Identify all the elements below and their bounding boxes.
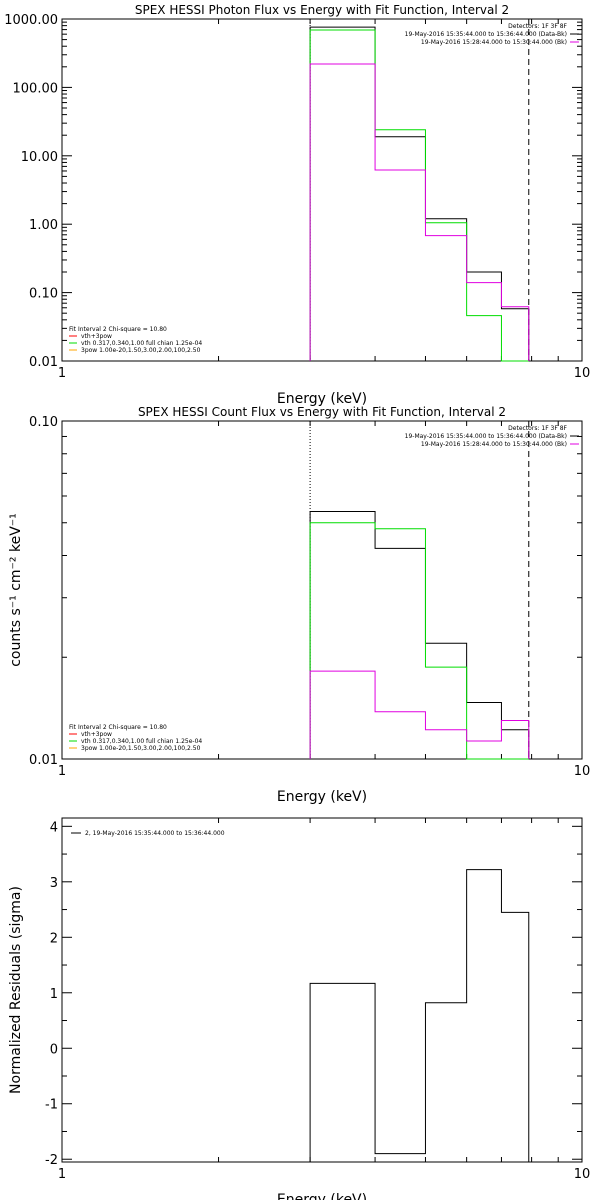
y-tick-label: 3 xyxy=(50,876,58,891)
legend-tr-entry: Detectors: 1F 3F 8F xyxy=(508,23,567,30)
plot-frame xyxy=(61,817,583,1163)
x-tick-label: 10 xyxy=(574,366,591,381)
plot-frame xyxy=(61,420,583,760)
chart-panel-2: SPEX HESSI Count Flux vs Energy with Fit… xyxy=(8,405,590,805)
legend-bl-entry: Fit Interval 2 Chi-square = 10.80 xyxy=(69,326,167,333)
y-tick-label: 4 xyxy=(50,820,58,835)
y-axis: 0.10 0.01 counts s⁻¹ cm⁻² keV⁻¹ xyxy=(8,415,582,768)
legend-tr-entry: 19-May-2016 15:28:44.000 to 15:30:44.000… xyxy=(421,441,567,448)
x-tick-label: 10 xyxy=(574,1167,591,1182)
legend-bl-entry: vth+3pow xyxy=(81,333,112,340)
x-tick-label: 1 xyxy=(58,1167,66,1182)
series-3-line xyxy=(309,670,530,759)
series-2-line xyxy=(309,522,529,760)
legend-bl-entry: 3pow 1.00e-20,1.50,3.00,2.00,100,2.50 xyxy=(81,347,201,354)
series-2-line xyxy=(309,29,529,362)
y-tick-label: 2 xyxy=(50,931,58,946)
x-axis-label: Energy (keV) xyxy=(277,1192,367,1200)
x-tick-label: 10 xyxy=(574,764,591,779)
y-tick-label: 100.00 xyxy=(13,81,59,96)
legend-tr-entry: 19-May-2016 15:28:44.000 to 15:30:44.000… xyxy=(421,39,567,46)
x-tick-label: 1 xyxy=(58,764,66,779)
y-axis-label: Normalized Residuals (sigma) xyxy=(8,886,24,1094)
legend-tr-entry: 19-May-2016 15:35:44.000 to 15:36:44.000… xyxy=(405,433,567,440)
chart-title: SPEX HESSI Photon Flux vs Energy with Fi… xyxy=(135,3,509,17)
legend-tr-entry: 19-May-2016 15:35:44.000 to 15:36:44.000… xyxy=(405,31,567,38)
y-tick-label: 0.01 xyxy=(29,355,58,370)
y-tick-label: 1 xyxy=(50,987,58,1002)
y-tick-label: 0 xyxy=(50,1042,58,1057)
x-axis-label: Energy (keV) xyxy=(277,789,367,805)
y-tick-label: 0.10 xyxy=(29,287,58,302)
y-axis: 1000.00 100.00 10.00 1.00 0.10 0.01 xyxy=(4,13,582,370)
legend-bl-entry: vth 0.317,0.340,1.00 full chian 1.25e-04 xyxy=(81,738,202,745)
chart-title: SPEX HESSI Count Flux vs Energy with Fit… xyxy=(138,405,506,419)
x-axis: 1 10 Energy (keV) xyxy=(58,818,591,1204)
chart-panel-1: SPEX HESSI Photon Flux vs Energy with Fi… xyxy=(4,3,590,407)
legend-bl-entry: vth+3pow xyxy=(81,731,112,738)
series-3-line xyxy=(309,63,530,361)
y-tick-label: 1.00 xyxy=(29,218,58,233)
y-tick-label: 10.00 xyxy=(21,150,58,165)
y-axis-label: counts s⁻¹ cm⁻² keV⁻¹ xyxy=(8,513,24,667)
y-tick-label: -2 xyxy=(45,1153,58,1168)
y-tick-label: 0.10 xyxy=(29,415,58,430)
y-axis: 4 3 2 1 0 -1 -2 Normalized Residuals (sigma) xyxy=(8,820,582,1168)
y-tick-label: 1000.00 xyxy=(4,13,58,28)
x-tick-label: 1 xyxy=(58,366,66,381)
x-axis-label: Energy (keV) xyxy=(277,391,367,407)
series-1-line xyxy=(309,510,530,759)
legend-bl-entry: Fit Interval 2 Chi-square = 10.80 xyxy=(69,724,167,731)
series-1-line xyxy=(309,26,530,361)
legend-bl-entry: vth 0.317,0.340,1.00 full chian 1.25e-04 xyxy=(81,340,202,347)
legend-bl-entry: 3pow 1.00e-20,1.50,3.00,2.00,100,2.50 xyxy=(81,745,201,752)
legend-tr-entry: Detectors: 1F 3F 8F xyxy=(508,425,567,432)
legend-tl-entry: 2, 19-May-2016 15:35:44.000 to 15:36:44.… xyxy=(85,830,225,837)
plot-frame xyxy=(61,18,583,362)
y-tick-label: -1 xyxy=(45,1098,58,1113)
series-1-line xyxy=(309,869,530,1162)
y-tick-label: 0.01 xyxy=(29,753,58,768)
